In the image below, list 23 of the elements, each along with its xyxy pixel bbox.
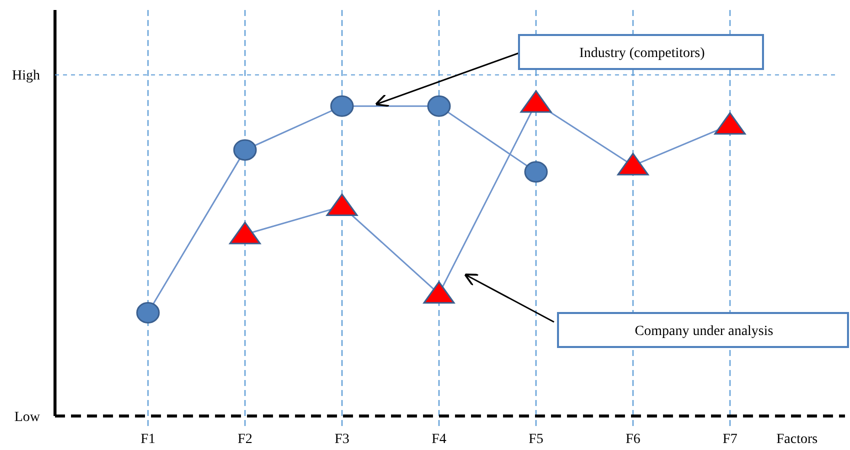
x-tick-label: F4 [432,432,446,447]
point [229,222,261,244]
point [326,194,358,216]
ref-line-label: High [12,68,40,84]
point [617,152,649,176]
text: Industry (competitors) [579,46,706,61]
x-tick-label: F7 [722,432,738,447]
point [136,302,160,324]
x-tick-label: F1 [140,432,156,447]
ref-line-label: Low [14,410,41,425]
point [714,112,746,135]
x-tick-label: F5 [528,432,544,447]
point [423,281,455,304]
point [524,161,548,183]
point [427,95,451,117]
annotation: Company under analysis [634,324,774,339]
point [233,139,257,161]
point [330,95,354,117]
x-tick-label: F3 [334,432,350,447]
x-axis-title: Factors [776,432,818,447]
x-tick-label: F6 [626,432,640,447]
x-tick-label: F2 [238,432,252,447]
point [520,90,552,113]
